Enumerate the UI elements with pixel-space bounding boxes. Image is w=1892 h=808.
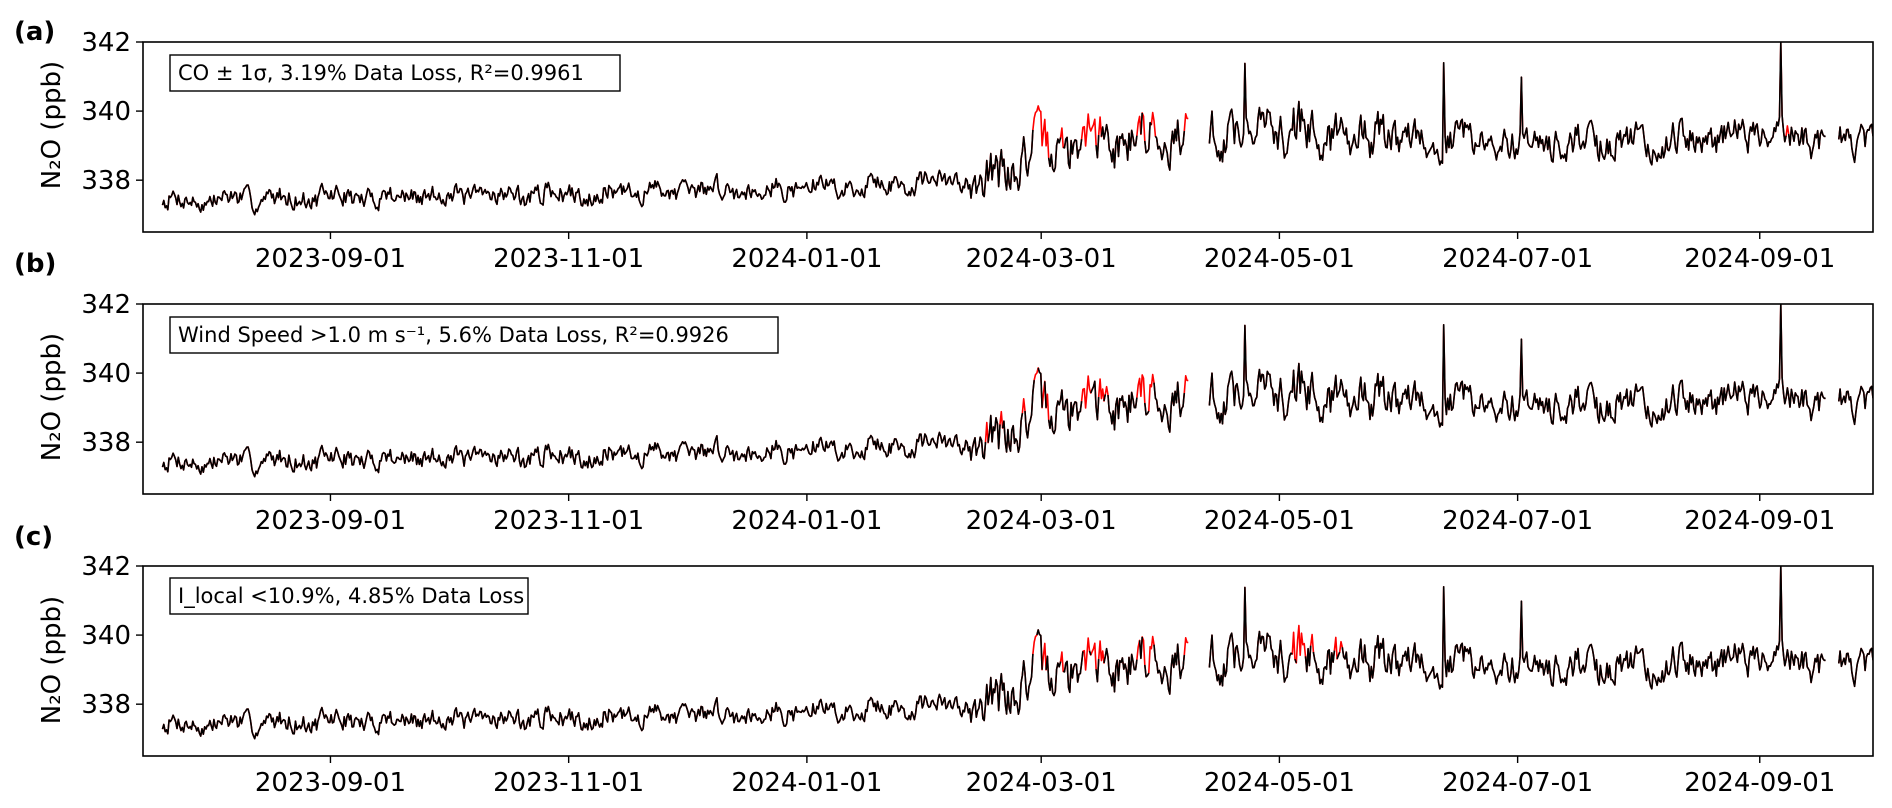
panel-c: (c) N₂O (ppb) 338 340 342 2023-09-01 2023-1… — [14, 522, 1874, 798]
panel-a: (a) N₂O (ppb) 338 340 342 2023-09-01 2023-1… — [14, 17, 1874, 274]
panel-label: (b) — [14, 249, 56, 279]
panel-b: (b) N₂O (ppb) 338 340 342 2023-09-01 2023-1… — [14, 249, 1874, 536]
x-tick-label: 2024-01-01 — [731, 768, 882, 798]
x-tick-label: 2024-09-01 — [1684, 506, 1835, 536]
x-tick-label: 2023-09-01 — [255, 768, 406, 798]
y-axis-label: N₂O (ppb) — [37, 333, 67, 461]
series-kept-line — [161, 566, 1873, 740]
x-ticks: 2023-09-01 2023-11-01 2024-01-01 2024-03-01… — [255, 232, 1835, 274]
y-tick-label: 342 — [81, 290, 131, 320]
x-tick-label: 2024-09-01 — [1684, 244, 1835, 274]
legend-box: CO ± 1σ, 3.19% Data Loss, R²=0.9961 — [169, 54, 621, 92]
x-tick-label: 2023-11-01 — [493, 768, 644, 798]
series-kept-line — [161, 42, 1873, 216]
x-tick-label: 2024-03-01 — [966, 506, 1117, 536]
y-tick-label: 340 — [81, 97, 131, 127]
panel-label: (c) — [14, 522, 53, 552]
panel-label: (a) — [14, 17, 55, 47]
x-ticks: 2023-09-01 2023-11-01 2024-01-01 2024-03-01… — [255, 756, 1835, 798]
x-tick-label: 2024-01-01 — [731, 506, 882, 536]
y-axis-label: N₂O (ppb) — [37, 596, 67, 724]
y-axis-label: N₂O (ppb) — [37, 61, 67, 189]
y-ticks: 338 340 342 — [81, 552, 143, 720]
series-kept — [161, 566, 1873, 740]
y-ticks: 338 340 342 — [81, 290, 143, 458]
legend-text: I_local <10.9%, 4.85% Data Loss — [178, 584, 524, 609]
x-tick-label: 2024-07-01 — [1442, 506, 1593, 536]
series-kept — [161, 304, 1873, 478]
plot-frame — [142, 41, 1874, 233]
y-tick-label: 338 — [81, 690, 131, 720]
series-kept-line — [161, 304, 1873, 478]
x-tick-label: 2024-05-01 — [1204, 768, 1355, 798]
legend-text: CO ± 1σ, 3.19% Data Loss, R²=0.9961 — [178, 61, 584, 85]
plot-frame — [142, 303, 1874, 495]
x-tick-label: 2024-07-01 — [1442, 768, 1593, 798]
y-tick-label: 342 — [81, 28, 131, 58]
x-tick-label: 2024-03-01 — [966, 768, 1117, 798]
y-tick-label: 342 — [81, 552, 131, 582]
y-ticks: 338 340 342 — [81, 28, 143, 196]
x-tick-label: 2024-09-01 — [1684, 768, 1835, 798]
x-tick-label: 2024-05-01 — [1204, 506, 1355, 536]
x-tick-label: 2024-01-01 — [731, 244, 882, 274]
y-tick-label: 340 — [81, 359, 131, 389]
x-ticks: 2023-09-01 2023-11-01 2024-01-01 2024-03-01… — [255, 494, 1835, 536]
x-tick-label: 2023-09-01 — [255, 506, 406, 536]
x-tick-label: 2023-09-01 — [255, 244, 406, 274]
x-tick-label: 2023-11-01 — [493, 506, 644, 536]
y-tick-label: 338 — [81, 428, 131, 458]
legend-box: Wind Speed >1.0 m s⁻¹, 5.6% Data Loss, R… — [169, 316, 779, 354]
y-tick-label: 340 — [81, 621, 131, 651]
x-tick-label: 2024-03-01 — [966, 244, 1117, 274]
plot-frame — [142, 565, 1874, 757]
x-tick-label: 2024-07-01 — [1442, 244, 1593, 274]
legend-box: I_local <10.9%, 4.85% Data Loss — [169, 577, 529, 615]
series-kept — [161, 42, 1873, 216]
x-tick-label: 2024-05-01 — [1204, 244, 1355, 274]
legend-text: Wind Speed >1.0 m s⁻¹, 5.6% Data Loss, R… — [178, 323, 729, 347]
x-tick-label: 2023-11-01 — [493, 244, 644, 274]
y-tick-label: 338 — [81, 166, 131, 196]
